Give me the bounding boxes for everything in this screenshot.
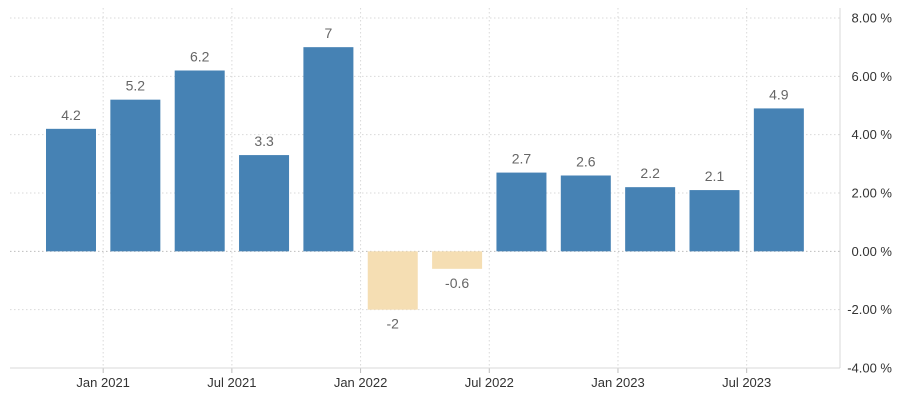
bar-q2-2021 bbox=[174, 70, 225, 252]
bar-q3-2021 bbox=[239, 155, 290, 252]
bar-value-label: 2.2 bbox=[640, 165, 660, 181]
y-tick-label: -4.00 % bbox=[847, 361, 892, 376]
bar-value-label: -2 bbox=[387, 316, 400, 332]
bar-value-label: 2.7 bbox=[512, 151, 532, 167]
y-tick-label: 4.00 % bbox=[852, 127, 893, 142]
bar-value-label: 5.2 bbox=[126, 78, 146, 94]
bar-value-label: 6.2 bbox=[190, 49, 210, 65]
bar-q3-2023 bbox=[753, 108, 804, 252]
bar-q1-2021 bbox=[110, 99, 161, 252]
bar-value-label: 2.1 bbox=[705, 168, 725, 184]
y-tick-label: -2.00 % bbox=[847, 302, 892, 317]
bar-q2-2023 bbox=[689, 190, 740, 252]
y-tick-label: 6.00 % bbox=[852, 69, 893, 84]
bar-q4-2021 bbox=[303, 47, 354, 252]
x-axis: Jan 2021 Jul 2021 Jan 2022 Jul 2022 Jan 2023… bbox=[10, 367, 840, 390]
x-tick-label: Jul 2022 bbox=[465, 375, 514, 390]
bar-q4-2022 bbox=[560, 175, 611, 252]
bar-value-label: 4.9 bbox=[769, 86, 789, 102]
y-axis: 8.00 % 6.00 % 4.00 % 2.00 % 0.00 % -2.00 % -4.… bbox=[847, 11, 892, 376]
grid bbox=[10, 8, 841, 369]
y-tick-label: 2.00 % bbox=[852, 186, 893, 201]
x-tick-label: Jan 2021 bbox=[76, 375, 130, 390]
bar-q3-2022 bbox=[496, 172, 547, 252]
y-tick-label: 0.00 % bbox=[852, 244, 893, 259]
bar-value-label: 2.6 bbox=[576, 154, 596, 170]
bar-q2-2022 bbox=[432, 251, 483, 269]
x-tick-label: Jan 2023 bbox=[591, 375, 645, 390]
data-labels: 4.2 5.2 6.2 3.3 7 -2 -0.6 2.7 2.6 2.2 2.1 4.9 bbox=[61, 25, 789, 332]
y-tick-label: 8.00 % bbox=[852, 11, 893, 26]
bar-value-label: 7 bbox=[325, 25, 333, 41]
bar-q1-2023 bbox=[625, 187, 676, 252]
x-tick-label: Jul 2021 bbox=[207, 375, 256, 390]
bar-value-label: 4.2 bbox=[61, 107, 81, 123]
bar-q4-2020 bbox=[46, 128, 96, 252]
x-tick-label: Jul 2023 bbox=[722, 375, 771, 390]
bar-value-label: -0.6 bbox=[445, 275, 469, 291]
bar-value-label: 3.3 bbox=[254, 133, 274, 149]
bars bbox=[46, 47, 804, 310]
x-tick-label: Jan 2022 bbox=[334, 375, 388, 390]
bar-q1-2022 bbox=[367, 251, 418, 310]
